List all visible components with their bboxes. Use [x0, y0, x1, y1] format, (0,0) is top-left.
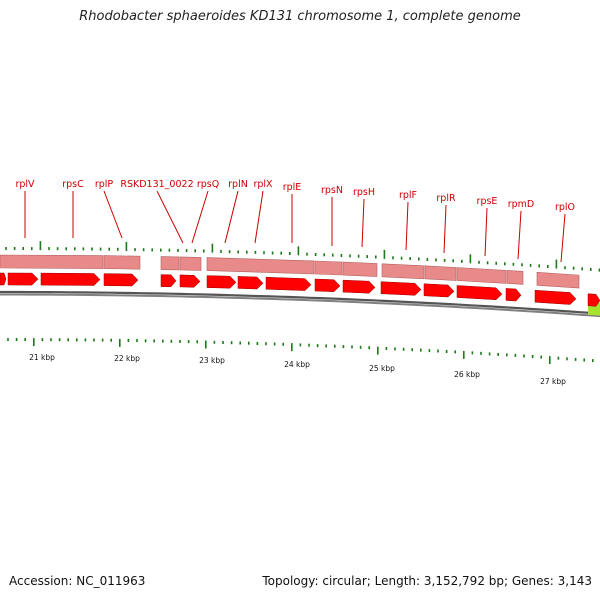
accession-text: Accession: NC_011963: [9, 574, 146, 588]
gene-track: [0, 254, 600, 316]
label-leader-line: [103, 190, 123, 239]
cds-arrow[interactable]: [342, 279, 376, 294]
cds-arrow[interactable]: [587, 293, 600, 307]
gene-labels: rplV rpsC rplP RSKD131_0022 rpsQ rplN rplX rplE…: [15, 179, 575, 213]
gene-bar[interactable]: [536, 271, 580, 289]
gene-bar[interactable]: [206, 257, 315, 275]
gene-label[interactable]: RSKD131_0022: [120, 179, 193, 190]
gene-label[interactable]: rpmD: [508, 199, 535, 210]
cds-arrow[interactable]: [103, 273, 139, 287]
gene-bar[interactable]: [506, 270, 524, 285]
cds-arrow[interactable]: [206, 275, 237, 289]
gene-label[interactable]: rpsE: [477, 196, 498, 207]
kbp-label: 25 kbp: [369, 364, 395, 373]
cds-arrow[interactable]: [265, 276, 312, 291]
cds-arrow[interactable]: [160, 274, 177, 288]
gene-label[interactable]: rplR: [436, 193, 456, 204]
label-leader-line: [191, 190, 209, 244]
gene-bar[interactable]: [0, 254, 104, 269]
cds-arrow[interactable]: [380, 281, 422, 296]
kbp-label: 22 kbp: [114, 354, 140, 363]
chromosome-backbone: [0, 290, 600, 318]
gene-bar[interactable]: [160, 256, 180, 271]
gene-label[interactable]: rpsQ: [197, 179, 219, 190]
kbp-label: 26 kbp: [454, 370, 480, 379]
gene-label[interactable]: rplP: [95, 179, 114, 190]
label-leader-line: [405, 201, 409, 251]
gene-label[interactable]: rplO: [555, 202, 575, 213]
gene-label[interactable]: rplV: [15, 179, 35, 190]
gene-bar[interactable]: [342, 261, 378, 277]
gene-bar[interactable]: [381, 263, 425, 280]
label-leader-line: [560, 213, 566, 263]
label-leader-line: [443, 204, 447, 254]
gene-label[interactable]: rpsH: [353, 187, 375, 198]
label-leaders: [24, 190, 566, 263]
gene-label[interactable]: rplE: [283, 182, 302, 193]
tick-marks-top: [5, 241, 600, 272]
cds-track: [0, 272, 600, 307]
kbp-labels: 21 kbp 22 kbp 23 kbp 24 kbp 25 kbp 26 kbp 27 k…: [29, 353, 566, 386]
gene-bar[interactable]: [424, 265, 457, 281]
gene-bar[interactable]: [103, 255, 141, 270]
backbone-line-shadow: [0, 293, 600, 318]
gene-bar[interactable]: [314, 260, 343, 276]
gene-label[interactable]: rplN: [228, 179, 248, 190]
tick-marks-bottom: [7, 338, 594, 365]
backbone-line: [0, 290, 600, 315]
label-leader-line: [361, 198, 365, 248]
cds-arrow[interactable]: [7, 272, 39, 286]
cds-arrow[interactable]: [456, 285, 503, 301]
cds-arrow[interactable]: [0, 272, 7, 286]
gene-label[interactable]: rplX: [253, 179, 273, 190]
gene-label[interactable]: rplF: [399, 190, 417, 201]
gene-label[interactable]: rpsN: [321, 185, 343, 196]
label-leader-line: [224, 190, 239, 244]
cds-arrow[interactable]: [314, 278, 341, 292]
gene-bar[interactable]: [179, 256, 202, 271]
gene-bar[interactable]: [456, 267, 507, 284]
gene-label[interactable]: rpsC: [62, 179, 84, 190]
cds-arrow[interactable]: [179, 274, 201, 288]
cds-arrow[interactable]: [534, 289, 577, 305]
kbp-label: 27 kbp: [540, 377, 566, 386]
label-leader-line: [517, 210, 522, 260]
label-leader-line: [156, 190, 184, 244]
genome-summary: Topology: circular; Length: 3,152,792 bp…: [262, 574, 592, 588]
map-title: Rhodobacter sphaeroides KD131 chromosome…: [79, 9, 521, 24]
label-leader-line: [254, 190, 264, 244]
kbp-label: 23 kbp: [199, 356, 225, 365]
kbp-label: 24 kbp: [284, 360, 310, 369]
cds-arrow[interactable]: [237, 276, 264, 290]
label-leader-line: [484, 207, 488, 257]
cds-arrow[interactable]: [423, 283, 455, 298]
cds-arrow[interactable]: [505, 288, 522, 302]
cds-arrow[interactable]: [40, 272, 101, 286]
kbp-label: 21 kbp: [29, 353, 55, 362]
